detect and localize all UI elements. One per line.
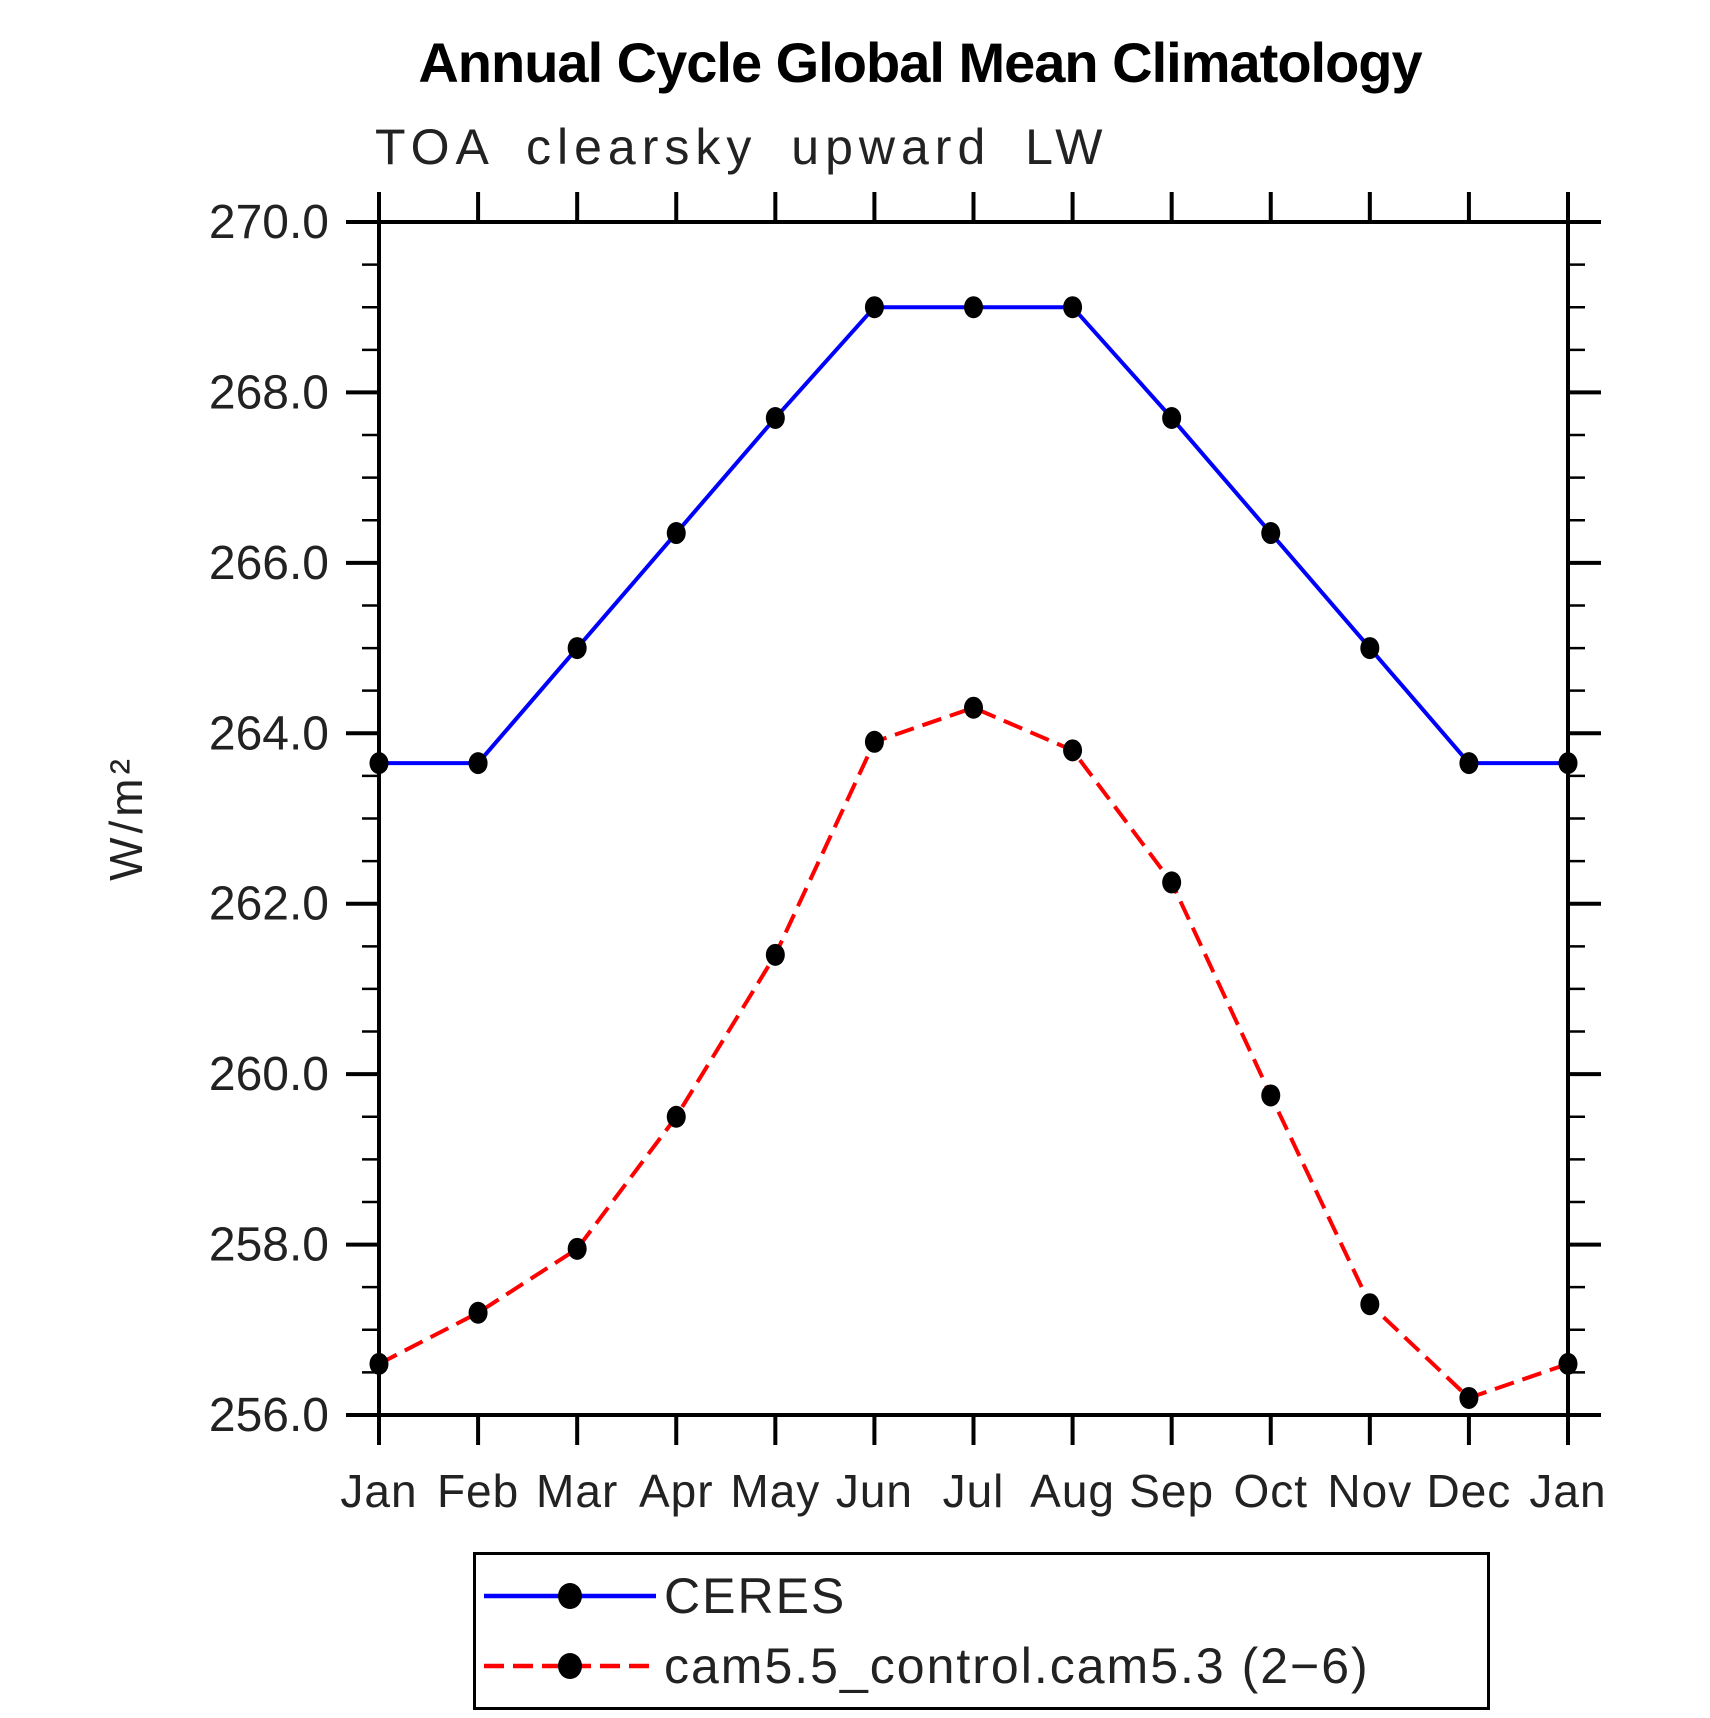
x-tick-label: Feb: [437, 1465, 519, 1517]
y-tick-label: 270.0: [209, 196, 329, 249]
chart-title: Annual Cycle Global Mean Climatology: [418, 31, 1422, 94]
data-point-1-feb: [468, 1301, 488, 1324]
legend-item-ceres: CERES: [476, 1563, 846, 1629]
x-tick-label: May: [730, 1465, 820, 1517]
data-point-1-jan: [1558, 1352, 1578, 1375]
y-tick-label: 268.0: [209, 366, 329, 419]
x-tick-label: Aug: [1030, 1465, 1115, 1517]
data-point-1-oct: [1261, 1084, 1281, 1107]
data-point-1-mar: [567, 1237, 587, 1260]
legend-marker-1: [558, 1653, 582, 1679]
legend-label-cam: cam5.5_control.cam5.3 (2−6): [664, 1638, 1370, 1694]
data-point-1-aug: [1063, 739, 1083, 762]
data-point-0-mar: [567, 637, 587, 660]
x-tick-label: Dec: [1427, 1465, 1512, 1517]
legend-item-cam: cam5.5_control.cam5.3 (2−6): [476, 1633, 1370, 1699]
x-tick-label: Oct: [1233, 1465, 1308, 1517]
data-point-1-sep: [1162, 871, 1182, 894]
series-line-1: [378, 705, 1569, 1401]
x-tick-label: Mar: [536, 1465, 618, 1517]
data-point-1-apr: [666, 1105, 686, 1128]
data-point-0-jan: [369, 752, 389, 775]
data-point-0-apr: [666, 522, 686, 545]
legend-marker-0: [558, 1583, 582, 1609]
axis-frame: [377, 220, 1570, 1417]
data-point-1-jun: [864, 730, 884, 753]
data-point-0-oct: [1261, 522, 1281, 545]
cam-dashed-line-sample-icon: [484, 1653, 656, 1679]
data-point-1-may: [765, 943, 785, 966]
data-point-0-sep: [1162, 406, 1182, 429]
data-point-0-nov: [1360, 637, 1380, 660]
data-point-0-may: [765, 406, 785, 429]
x-tick-label: Nov: [1327, 1465, 1412, 1517]
legend: CERES cam5.5_control.cam5.3 (2−6): [473, 1552, 1490, 1710]
series-line-0: [379, 305, 1568, 766]
data-point-0-jul: [964, 296, 983, 319]
x-tick-label: Sep: [1129, 1465, 1214, 1517]
x-tick-label: Jan: [340, 1465, 417, 1517]
data-point-1-nov: [1360, 1293, 1380, 1316]
chart-subtitle: TOA clearsky upward LW: [375, 119, 1109, 175]
y-tick-label: 262.0: [209, 878, 329, 931]
y-tick-label: 256.0: [209, 1389, 329, 1442]
data-point-0-jan: [1558, 752, 1578, 775]
data-point-0-aug: [1063, 296, 1083, 319]
x-tick-label: Jun: [836, 1465, 913, 1517]
legend-label-ceres: CERES: [664, 1568, 847, 1624]
data-point-1-jul: [964, 696, 983, 719]
x-tick-label: Jul: [943, 1465, 1005, 1517]
data-point-0-jun: [864, 296, 884, 319]
data-point-1-jan: [369, 1352, 389, 1375]
y-tick-label: 260.0: [209, 1048, 329, 1101]
x-tick-label: Apr: [639, 1465, 714, 1517]
data-point-0-feb: [468, 752, 488, 775]
y-tick-label: 266.0: [209, 537, 329, 590]
y-tick-label: 264.0: [209, 707, 329, 760]
data-point-1-dec: [1459, 1386, 1479, 1409]
ceres-line-sample-icon: [484, 1583, 656, 1609]
y-tick-label: 258.0: [209, 1219, 329, 1272]
data-point-0-dec: [1459, 752, 1479, 775]
x-tick-label: Jan: [1529, 1465, 1606, 1517]
